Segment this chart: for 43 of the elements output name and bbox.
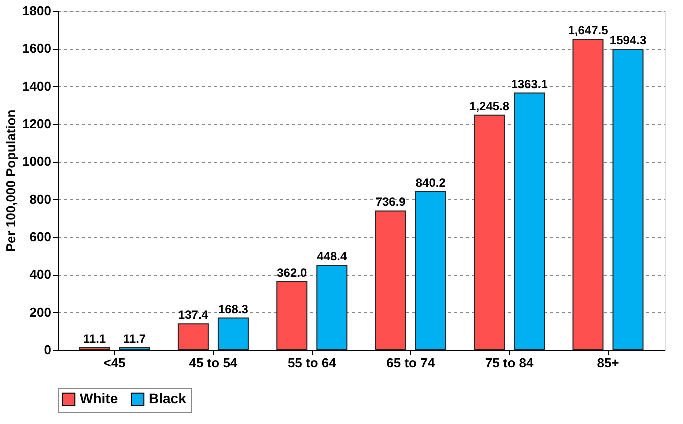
y-tick-label: 1000	[22, 154, 52, 170]
data-label: 137.4	[178, 308, 209, 322]
x-tick-label: 85+	[597, 356, 620, 370]
data-label: 1,647.5	[568, 24, 609, 38]
x-tick-label: 55 to 64	[288, 356, 338, 370]
bar	[514, 92, 546, 350]
data-label: 840.2	[416, 176, 446, 190]
data-label: 168.3	[218, 302, 249, 316]
y-tick-label: 1800	[22, 4, 52, 18]
legend-label: Black	[149, 390, 187, 406]
data-label: 1594.3	[610, 34, 647, 48]
bar	[415, 191, 446, 350]
bar	[612, 49, 644, 350]
x-tick-label: 75 to 84	[485, 356, 535, 370]
y-tick-label: 400	[30, 267, 52, 282]
y-tick-label: 200	[30, 304, 52, 320]
bar	[119, 347, 150, 350]
x-tick-label: 65 to 74	[386, 356, 436, 370]
y-tick-label: 1600	[22, 41, 52, 56]
data-label: 1,245.8	[470, 99, 510, 114]
legend-label: White	[80, 390, 118, 406]
x-tick-label: <45	[104, 356, 126, 370]
bar	[218, 318, 249, 350]
bar	[572, 39, 604, 350]
y-axis-title: Per 100,000 Population	[4, 110, 19, 252]
y-tick-label: 1200	[22, 116, 52, 132]
y-tick-label: 600	[30, 230, 52, 244]
bar	[375, 210, 406, 350]
data-label: 1363.1	[511, 77, 548, 92]
bar	[178, 324, 209, 350]
x-tick-label: 45 to 54	[189, 356, 238, 370]
data-label: 448.4	[317, 250, 348, 264]
data-label: 11.1	[83, 332, 106, 346]
data-label: 11.7	[123, 332, 146, 346]
y-tick-label: 1400	[22, 78, 52, 94]
bar	[316, 265, 348, 350]
bar	[276, 281, 308, 350]
bar	[79, 347, 110, 350]
data-label: 736.9	[376, 195, 406, 210]
data-label: 362.0	[277, 266, 308, 280]
bar	[474, 114, 506, 350]
y-tick-label: 0	[44, 342, 52, 358]
y-tick-label: 800	[30, 192, 52, 207]
